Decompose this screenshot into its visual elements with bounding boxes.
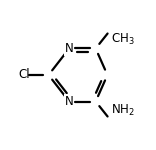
Text: N: N (65, 95, 73, 108)
Text: Cl: Cl (19, 69, 30, 81)
Text: NH$_2$: NH$_2$ (110, 103, 134, 118)
Text: N: N (65, 42, 73, 55)
Text: CH$_3$: CH$_3$ (110, 32, 134, 47)
